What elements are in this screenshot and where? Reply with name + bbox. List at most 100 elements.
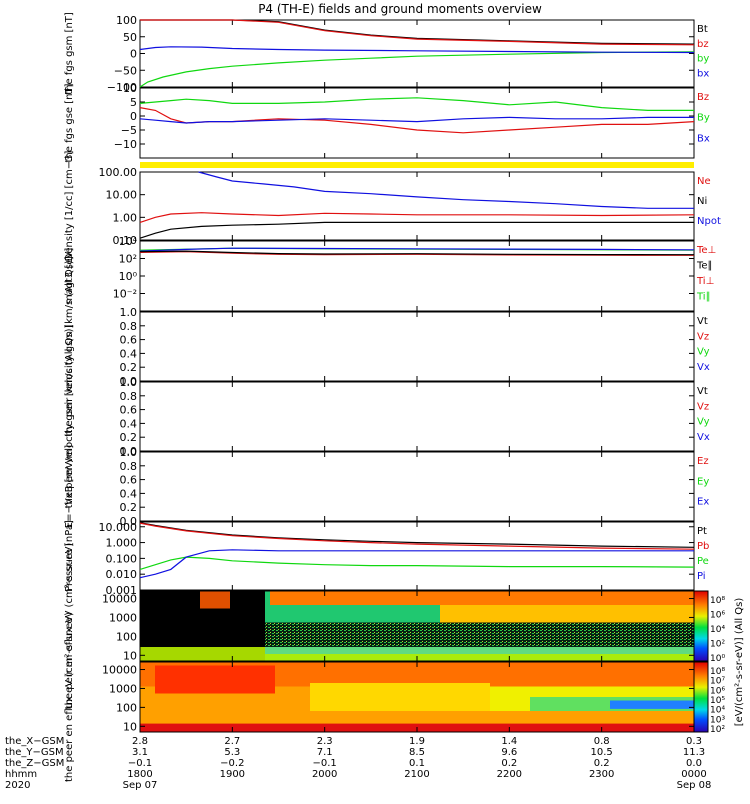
colorbar-label: [eV/(cm²-s-sr-eV)] (All Qs) [734, 598, 745, 727]
x-tick-label: −0.1 [313, 758, 337, 769]
legend-entry: Npot [697, 216, 721, 227]
x-tick-label: 0.1 [409, 758, 425, 769]
y-tick-label: −100 [107, 81, 137, 94]
colorbar-tick-label: 10⁷ [710, 677, 725, 687]
x-tick-label: 3.1 [132, 747, 148, 758]
data-flag-bar [140, 162, 694, 168]
y-tick-label: −5 [121, 124, 137, 137]
figure-title: P4 (TH-E) fields and ground moments over… [258, 2, 542, 16]
x-tick-label: 9.6 [501, 747, 517, 758]
y-tick-label: 0.4 [120, 487, 138, 500]
panel-frame [139, 19, 695, 88]
panel-frame [139, 311, 695, 382]
y-tick-label: 100 [116, 630, 137, 643]
y-tick-label: 0.001 [106, 584, 138, 597]
y-tick-label: 0 [130, 48, 137, 61]
y-tick-label: 1000 [109, 611, 137, 624]
legend-entry: Pi [697, 571, 706, 582]
ephemeris-row-label: hhmm [5, 769, 37, 780]
series-line-p8-2 [139, 556, 695, 570]
y-axis-label: E=−VxB [mV/m] [64, 445, 75, 528]
y-tick-label: 0.4 [120, 417, 138, 430]
panel-frame [139, 240, 695, 312]
panel-p10: 10000 1000 100 10 the peer en eflux eV (cm²-… [64, 612, 725, 782]
y-tick-label: 10⁰ [119, 270, 138, 283]
legend-entry: Te⊥ [696, 245, 716, 256]
colorbar-tick-label: 10⁸ [710, 667, 725, 677]
legend-entry: Bz [697, 92, 709, 103]
legend-entry: Ex [697, 497, 709, 508]
legend-entry: Vy [697, 347, 710, 358]
panel-p1: 100 50 0 −50 −100 the fgs gsm [nT] Bt bz by bx [64, 12, 709, 95]
colorbar-p10 [693, 661, 709, 733]
legend-entry: Pb [697, 541, 709, 552]
x-tick-label: 1.9 [409, 736, 425, 747]
series-line-p4-3 [139, 250, 695, 256]
x-tick-label: 0000 [681, 769, 706, 780]
y-tick-label: 100.00 [99, 166, 138, 179]
y-axis-label: the peer en eflux eV (cm²-s-sr-eV) [64, 612, 75, 782]
x-tick-label: 0.0 [686, 758, 702, 769]
legend-entry: bz [697, 39, 709, 50]
y-tick-label: 10⁻² [113, 288, 137, 301]
ephemeris-row-label: the_Z−GSM [5, 758, 64, 769]
y-tick-label: −50 [114, 64, 137, 77]
y-tick-label: 0.6 [120, 334, 138, 347]
y-tick-label: 5 [130, 96, 137, 109]
y-axis-label: the peir velocity gsm [km/s (All Qs)] [64, 256, 75, 437]
legend-entry: Vy [697, 417, 710, 428]
panel-frame [139, 451, 695, 522]
y-tick-label: 0.6 [120, 474, 138, 487]
legend-entry: Ey [697, 476, 709, 487]
legend-entry: by [697, 54, 709, 65]
y-tick-label: 1.00 [113, 211, 138, 224]
legend-entry: Ti⊥ [696, 276, 714, 287]
x-tick-label: 0.8 [594, 736, 610, 747]
y-tick-label: 100 [116, 701, 137, 714]
x-tick-label: 2.3 [317, 736, 333, 747]
legend-entry: Vx [697, 432, 710, 443]
y-tick-label: 0.8 [120, 320, 138, 333]
panel-frame [139, 87, 695, 159]
y-tick-label: 1.0 [120, 306, 138, 319]
ephemeris-row-label: the_X−GSM [5, 736, 64, 747]
y-tick-label: 10⁴ [119, 235, 138, 248]
colorbar-tick-label: 10⁸ [710, 596, 725, 606]
x-tick-label: Sep 08 [677, 780, 712, 791]
colorbar-tick-label: 10⁵ [710, 696, 725, 706]
x-tick-label: 1900 [220, 769, 245, 780]
x-tick-label: 2.7 [224, 736, 240, 747]
y-tick-label: 0.6 [120, 404, 138, 417]
colorbar-tick-label: 10² [710, 640, 725, 650]
panel-p4: 10⁴ 10² 10⁰ 10⁻² magt3 [eV] Te⊥ Te∥ Ti⊥ Ti∥ [64, 235, 716, 312]
y-tick-label: 50 [123, 31, 137, 44]
legend-entry: Vt [697, 316, 708, 327]
panel-p3: 100.00 10.00 1.00 0.10 Density [1/cc] [cm−3]… [64, 151, 721, 262]
series-line-p2-1 [139, 97, 694, 111]
spectrogram-p9 [140, 591, 694, 661]
x-tick-label: 2.8 [132, 736, 148, 747]
y-tick-label: 0.10 [113, 234, 138, 247]
series-line-p1-1 [140, 19, 695, 46]
x-tick-label: 11.3 [683, 747, 705, 758]
x-tick-label: 8.5 [409, 747, 425, 758]
y-tick-label: 0.8 [120, 390, 138, 403]
y-tick-label: 10 [123, 82, 137, 95]
legend-entry: Vz [697, 331, 709, 342]
panel-p8: 10.000 1.000 0.100 0.010 0.001 Pressure [nPa]… [64, 520, 709, 597]
colorbar-tick-label: 10⁰ [710, 654, 725, 664]
series-line-p2-2 [139, 116, 694, 124]
y-axis-label: Pressure [nPa] [64, 520, 75, 592]
legend-entry: Pe [697, 556, 709, 567]
y-axis-label: the peir en eflux eV (cm²-s-sr-eV) [64, 543, 75, 710]
x-tick-label: 2200 [497, 769, 522, 780]
y-tick-label: 0.100 [106, 552, 138, 565]
colorbar-tick-label: 10⁴ [710, 625, 725, 635]
series-line-p1-2 [139, 51, 695, 88]
x-tick-label: 0.2 [594, 758, 610, 769]
